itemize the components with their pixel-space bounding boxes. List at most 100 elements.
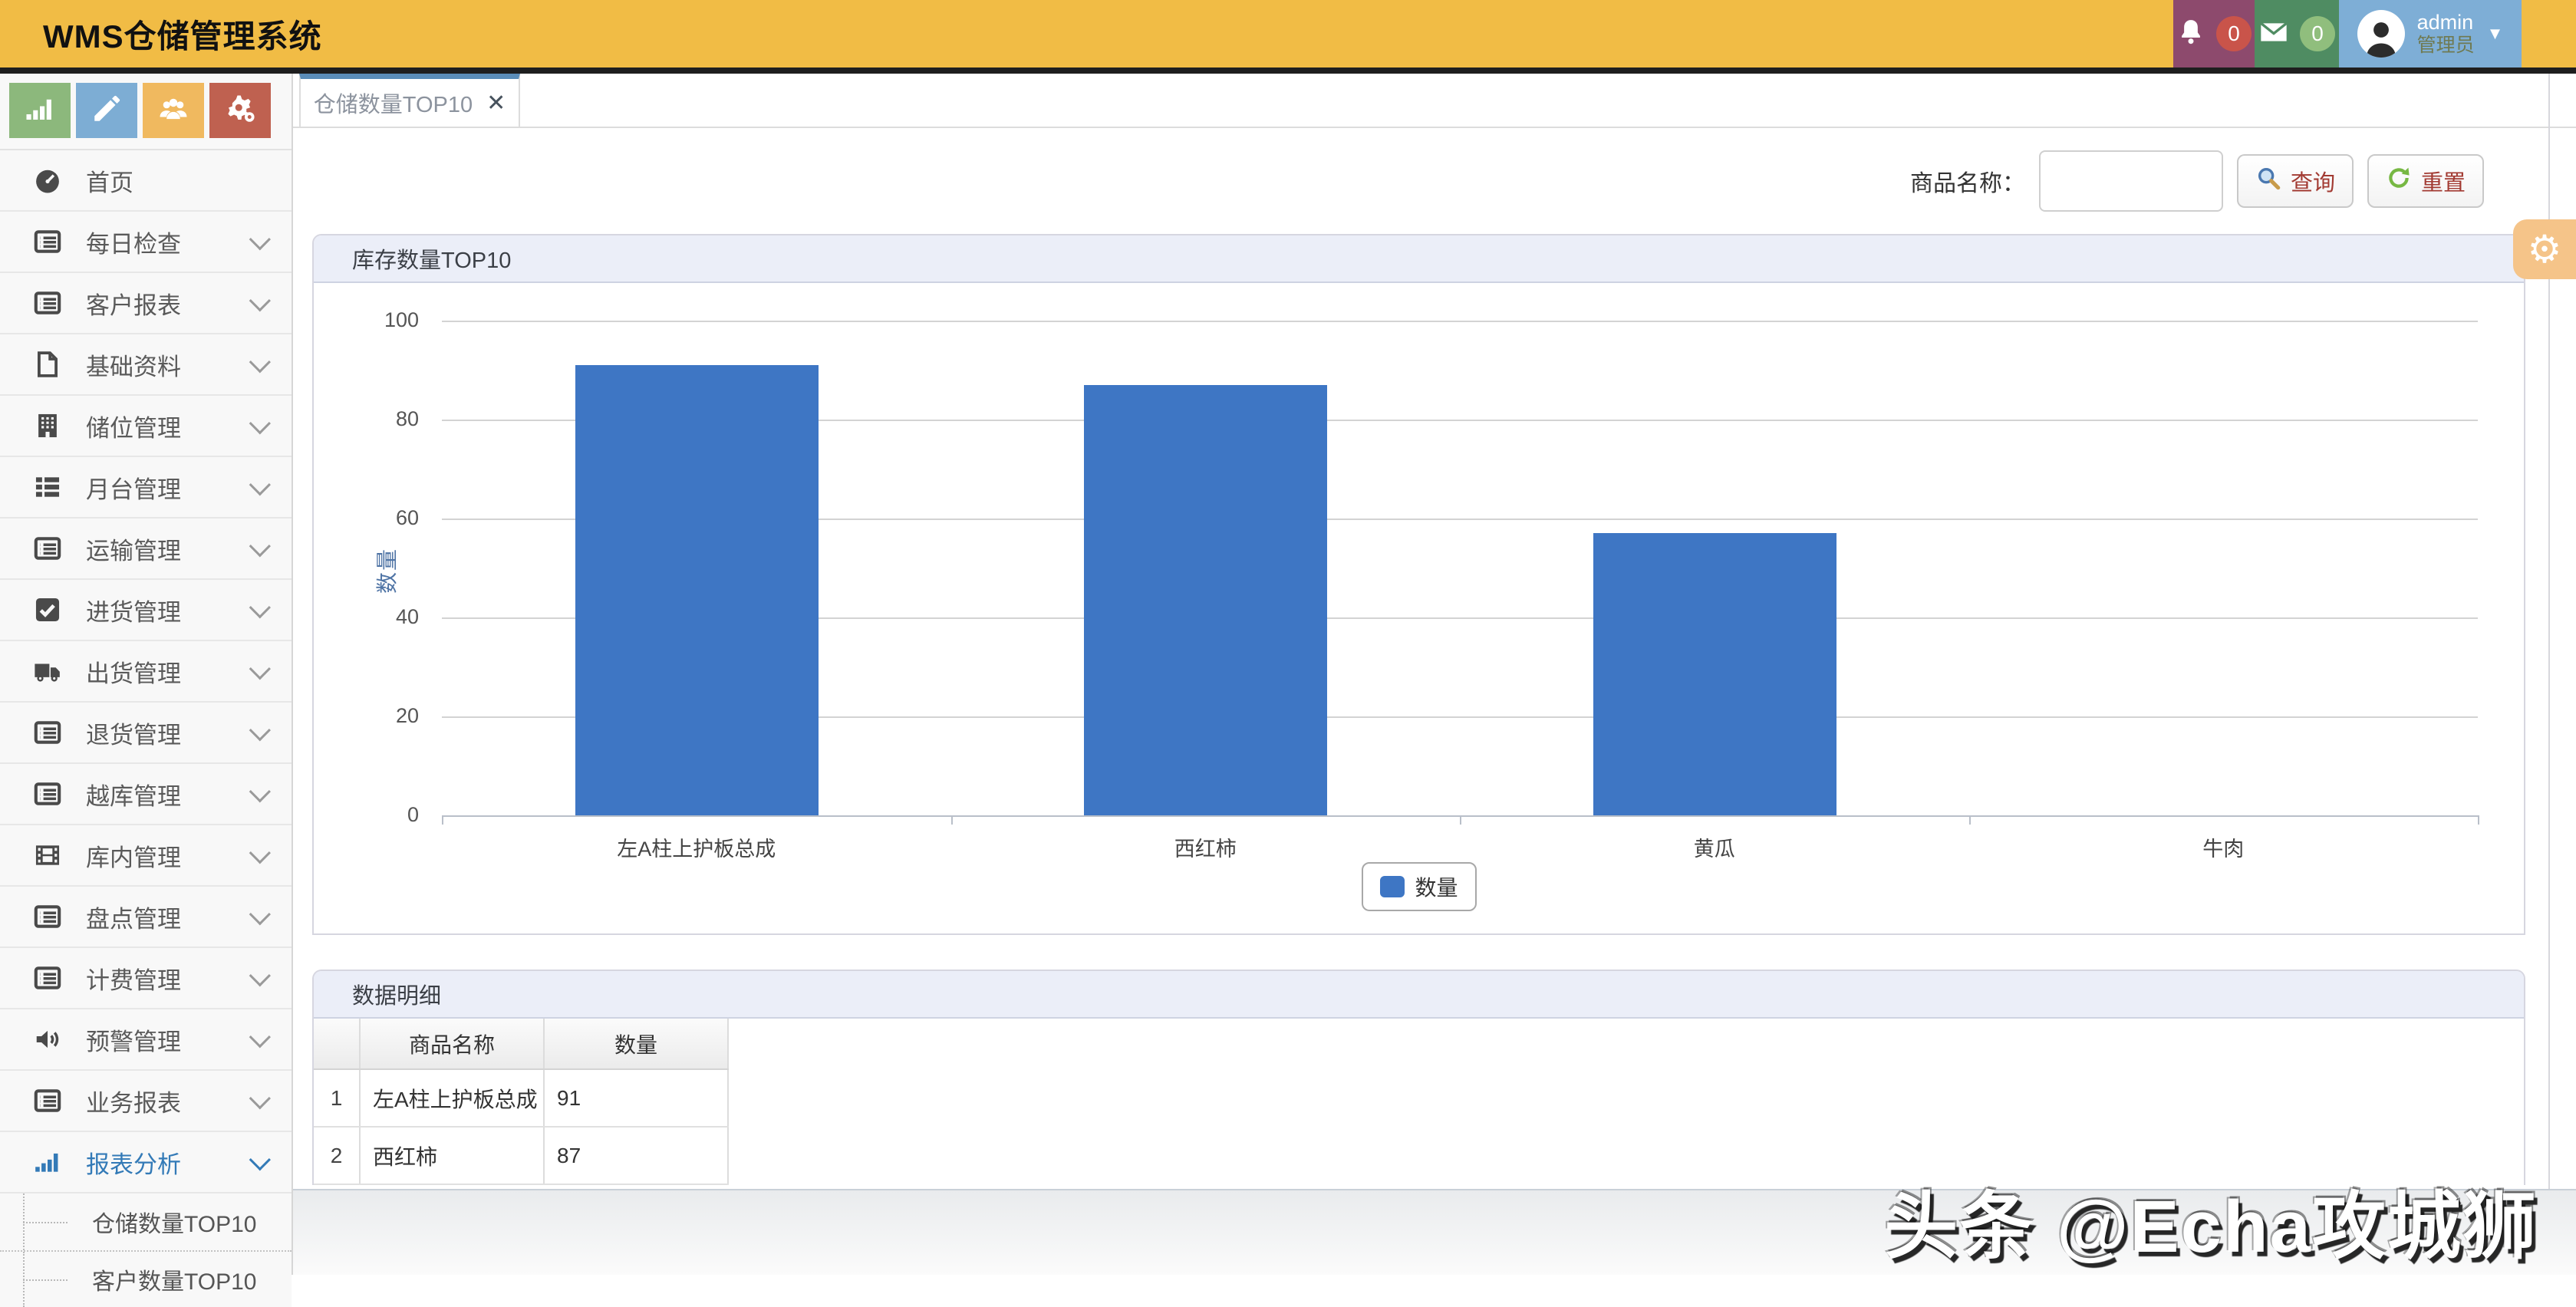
chevron-down-icon: [249, 904, 271, 926]
content-bottom-area: [293, 1189, 2576, 1275]
chart-plot-area: 100 80 60 40 20 0 左A柱上护板总成 西红柿 黄瓜 牛肉: [384, 308, 2479, 861]
list-icon: [31, 963, 64, 993]
data-table-panel: 数据明细 商品名称 数量 1 左A柱上护板总成 91 2 西红柿 87: [312, 970, 2525, 1185]
file-icon: [31, 350, 64, 379]
gears-icon: [224, 93, 256, 129]
table-row[interactable]: 1 左A柱上护板总成 91: [314, 1069, 2524, 1128]
header-divider: [0, 67, 2576, 74]
x-tick-mark: [442, 815, 443, 825]
y-tick-label: 100: [384, 308, 419, 331]
y-tick-label: 80: [395, 407, 419, 430]
messages-button[interactable]: 0: [2255, 0, 2339, 67]
sidebar-item-9[interactable]: 退货管理: [0, 703, 292, 764]
sidebar-item-3[interactable]: 基础资料: [0, 334, 292, 396]
chevron-down-icon: [249, 658, 271, 680]
quick-settings-button[interactable]: [209, 83, 271, 138]
product-name-input[interactable]: [2038, 150, 2223, 212]
tab-storage-top10[interactable]: 仓储数量TOP10 ✕: [299, 74, 520, 127]
product-name-label: 商品名称：: [1909, 171, 2025, 196]
chevron-down-icon: [249, 965, 271, 987]
sidebar-subitem-1[interactable]: 客户数量TOP10: [0, 1250, 292, 1307]
list-icon: [31, 902, 64, 931]
sidebar-item-label: 业务报表: [86, 1089, 181, 1117]
sidebar-item-2[interactable]: 客户报表: [0, 273, 292, 334]
sidebar-item-label: 基础资料: [86, 353, 181, 380]
sidebar-item-12[interactable]: 盘点管理: [0, 887, 292, 948]
check-square-icon: [31, 595, 64, 624]
building-icon: [31, 411, 64, 440]
list-icon: [31, 779, 64, 808]
x-category-label: 牛肉: [2202, 838, 2245, 861]
gridline-100: 100: [384, 308, 2478, 331]
query-button[interactable]: 查询: [2236, 154, 2354, 208]
th-list-icon: [31, 472, 64, 502]
close-icon[interactable]: ✕: [486, 90, 506, 116]
chevron-down-icon: [249, 351, 271, 374]
app-header: WMS仓储管理系统 0 0 admin 管理员 ▼: [0, 0, 2576, 67]
film-icon: [31, 841, 64, 870]
bar-chart: 数量 100 80 60 40 20 0 左A柱上护板总成 西红柿 黄瓜 牛肉 数量: [314, 283, 2524, 933]
y-tick-label: 40: [395, 605, 419, 628]
reset-button[interactable]: 重置: [2367, 154, 2484, 208]
sidebar-item-1[interactable]: 每日检查: [0, 212, 292, 273]
user-meta: admin 管理员: [2417, 11, 2475, 57]
quick-toolbar: [0, 74, 292, 150]
bar-西红柿[interactable]: [1084, 384, 1328, 815]
sidebar-item-label: 进货管理: [86, 598, 181, 626]
truck-icon: [31, 657, 64, 686]
chevron-down-icon: [249, 1026, 271, 1049]
x-category-label: 西红柿: [1174, 838, 1237, 861]
chevron-down-icon: [249, 781, 271, 803]
y-tick-label: 0: [407, 803, 419, 826]
table-row[interactable]: 2 西红柿 87: [314, 1127, 2524, 1185]
search-row: 商品名称： 查询 重置: [293, 150, 2484, 212]
table-column-header-0: [314, 1019, 361, 1070]
y-axis-title: 数量: [375, 547, 400, 594]
sidebar-item-label: 首页: [86, 169, 133, 196]
sidebar-item-label: 运输管理: [86, 537, 181, 565]
sidebar-item-14[interactable]: 预警管理: [0, 1009, 292, 1071]
x-category-label: 黄瓜: [1693, 838, 1735, 861]
query-button-label: 查询: [2290, 171, 2335, 196]
sidebar-item-4[interactable]: 储位管理: [0, 396, 292, 457]
sidebar-item-16[interactable]: 报表分析: [0, 1132, 292, 1193]
list-icon: [31, 1086, 64, 1115]
table-panel-title: 数据明细: [314, 971, 2524, 1019]
user-role: 管理员: [2416, 35, 2475, 57]
bell-icon: [2176, 18, 2205, 51]
y-tick-label: 20: [395, 704, 419, 727]
chevron-down-icon: [249, 290, 271, 312]
watermark: 头条 @Echa攻城狮: [1884, 1186, 2538, 1268]
sidebar-item-0[interactable]: 首页: [0, 150, 292, 212]
legend-swatch: [1379, 876, 1405, 897]
bar-黄瓜[interactable]: [1593, 533, 1836, 815]
legend-label: 数量: [1415, 876, 1458, 900]
chevron-down-icon: [249, 413, 271, 435]
sidebar-subitem-0[interactable]: 仓储数量TOP10: [0, 1193, 292, 1250]
notifications-button[interactable]: 0: [2173, 0, 2255, 67]
sidebar-item-15[interactable]: 业务报表: [0, 1071, 292, 1132]
sidebar-item-8[interactable]: 出货管理: [0, 641, 292, 703]
quick-users-button[interactable]: [143, 83, 204, 138]
chevron-down-icon: ▼: [2486, 24, 2504, 43]
user-menu[interactable]: admin 管理员 ▼: [2339, 0, 2522, 67]
settings-flyout-button[interactable]: ⚙: [2513, 219, 2576, 279]
quick-chart-button[interactable]: [9, 83, 71, 138]
sidebar-item-7[interactable]: 进货管理: [0, 580, 292, 641]
sidebar-item-label: 库内管理: [86, 844, 181, 871]
quick-edit-button[interactable]: [76, 83, 137, 138]
chevron-down-icon: [249, 229, 271, 251]
data-table: 商品名称 数量 1 左A柱上护板总成 91 2 西红柿 87: [314, 1019, 2524, 1185]
bar-左A柱上护板总成[interactable]: [575, 365, 819, 815]
chevron-down-icon: [249, 719, 271, 742]
sidebar-item-label: 预警管理: [86, 1028, 181, 1055]
sidebar-item-10[interactable]: 越库管理: [0, 764, 292, 825]
x-tick-mark: [1460, 815, 1461, 825]
chart-legend[interactable]: 数量: [1361, 862, 1477, 911]
sidebar-item-13[interactable]: 计费管理: [0, 948, 292, 1009]
sidebar-item-11[interactable]: 库内管理: [0, 825, 292, 887]
refresh-icon: [2386, 165, 2412, 197]
sidebar-item-5[interactable]: 月台管理: [0, 457, 292, 519]
sidebar-item-6[interactable]: 运输管理: [0, 519, 292, 580]
users-icon: [157, 93, 189, 129]
